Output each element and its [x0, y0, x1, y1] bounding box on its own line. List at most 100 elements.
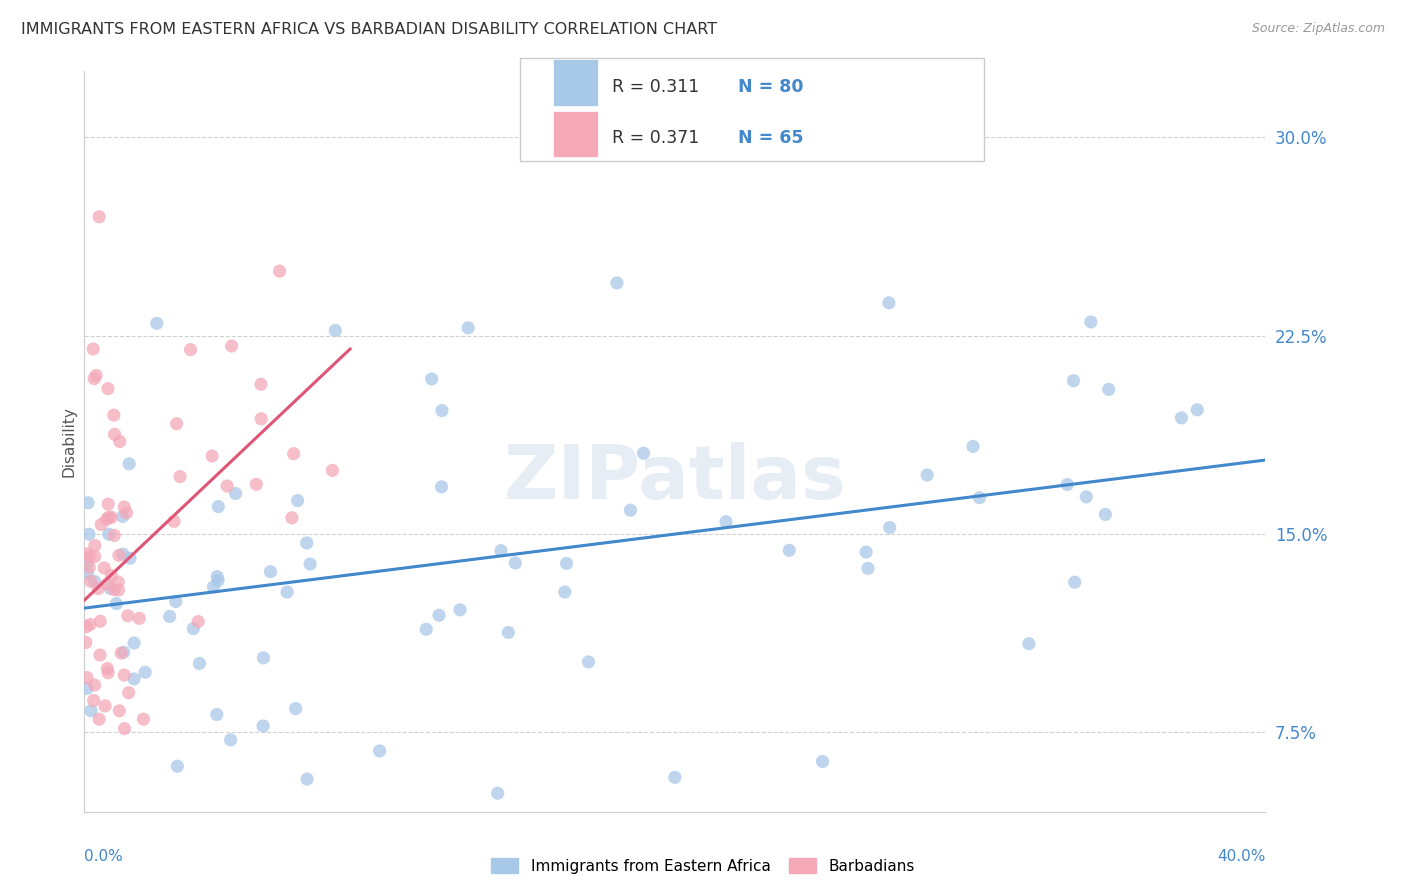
Point — [122, 672, 145, 686]
Point — [146, 316, 169, 330]
Point — [80, 704, 103, 718]
Point — [79, 617, 101, 632]
Point — [84, 368, 107, 383]
Point — [83, 574, 105, 589]
Point — [75, 635, 97, 649]
Point — [283, 447, 305, 461]
Point — [202, 580, 225, 594]
Text: 40.0%: 40.0% — [1218, 849, 1265, 863]
Point — [219, 732, 242, 747]
Point — [503, 556, 526, 570]
Point — [94, 698, 117, 713]
Point — [714, 515, 737, 529]
Point — [221, 339, 243, 353]
Point — [77, 496, 100, 510]
Point — [112, 668, 135, 682]
Point — [299, 557, 322, 571]
Point — [76, 566, 98, 581]
Point — [188, 657, 211, 671]
Point — [962, 439, 984, 453]
Point — [295, 536, 318, 550]
Point — [915, 468, 938, 483]
Point — [325, 324, 347, 338]
Point — [1056, 477, 1078, 491]
Text: ZIPatlas: ZIPatlas — [503, 442, 846, 515]
Point — [77, 560, 100, 574]
Point — [103, 427, 125, 442]
Point — [103, 528, 125, 542]
Point — [1094, 508, 1116, 522]
Point — [619, 503, 641, 517]
Point — [100, 510, 122, 524]
Text: N = 65: N = 65 — [738, 129, 804, 147]
Point — [118, 551, 141, 566]
Point — [207, 574, 229, 588]
Point — [83, 693, 105, 707]
Point — [1098, 383, 1121, 397]
Point — [114, 722, 136, 736]
Point — [165, 594, 187, 608]
Point — [77, 527, 100, 541]
Point — [89, 615, 111, 629]
Point — [205, 569, 228, 583]
Point — [103, 408, 125, 422]
Point — [269, 264, 291, 278]
Point — [1063, 374, 1085, 388]
Point — [97, 382, 120, 396]
Point — [83, 372, 105, 386]
Point — [134, 665, 156, 680]
Point — [107, 574, 129, 589]
Point — [1076, 490, 1098, 504]
Point — [79, 549, 101, 564]
Point — [1187, 402, 1209, 417]
Point — [250, 412, 273, 426]
Point — [449, 603, 471, 617]
Point — [187, 615, 209, 629]
Point — [430, 403, 453, 417]
Point — [108, 434, 131, 449]
Point — [132, 712, 155, 726]
Point — [778, 543, 800, 558]
Point — [89, 648, 111, 662]
Y-axis label: Disability: Disability — [60, 406, 76, 477]
Point — [110, 646, 132, 660]
Point — [245, 477, 267, 491]
Point — [117, 608, 139, 623]
Point — [76, 671, 98, 685]
Point — [295, 772, 318, 786]
Point — [555, 557, 578, 571]
Point — [96, 577, 118, 591]
Point — [96, 512, 118, 526]
Point — [97, 510, 120, 524]
Point — [1170, 411, 1192, 425]
Point — [111, 547, 134, 561]
Point — [79, 574, 101, 589]
Text: IMMIGRANTS FROM EASTERN AFRICA VS BARBADIAN DISABILITY CORRELATION CHART: IMMIGRANTS FROM EASTERN AFRICA VS BARBAD… — [21, 22, 717, 37]
Point — [82, 342, 104, 356]
Point — [96, 661, 118, 675]
Point — [811, 755, 834, 769]
Point — [111, 509, 134, 524]
Point — [633, 446, 655, 460]
Point — [259, 565, 281, 579]
Text: Source: ZipAtlas.com: Source: ZipAtlas.com — [1251, 22, 1385, 36]
Text: 0.0%: 0.0% — [84, 849, 124, 863]
Point — [252, 719, 274, 733]
Point — [321, 463, 343, 477]
Point — [180, 343, 202, 357]
Point — [606, 276, 628, 290]
Point — [205, 707, 228, 722]
Point — [97, 497, 120, 511]
Point — [879, 520, 901, 534]
Point — [225, 486, 247, 500]
Point — [105, 597, 128, 611]
Point — [1063, 575, 1085, 590]
Point — [166, 759, 188, 773]
Point — [250, 377, 273, 392]
Text: R = 0.371: R = 0.371 — [612, 129, 699, 147]
Point — [276, 585, 298, 599]
Point — [415, 622, 437, 636]
Point — [90, 517, 112, 532]
Point — [163, 514, 186, 528]
Point — [87, 210, 111, 224]
